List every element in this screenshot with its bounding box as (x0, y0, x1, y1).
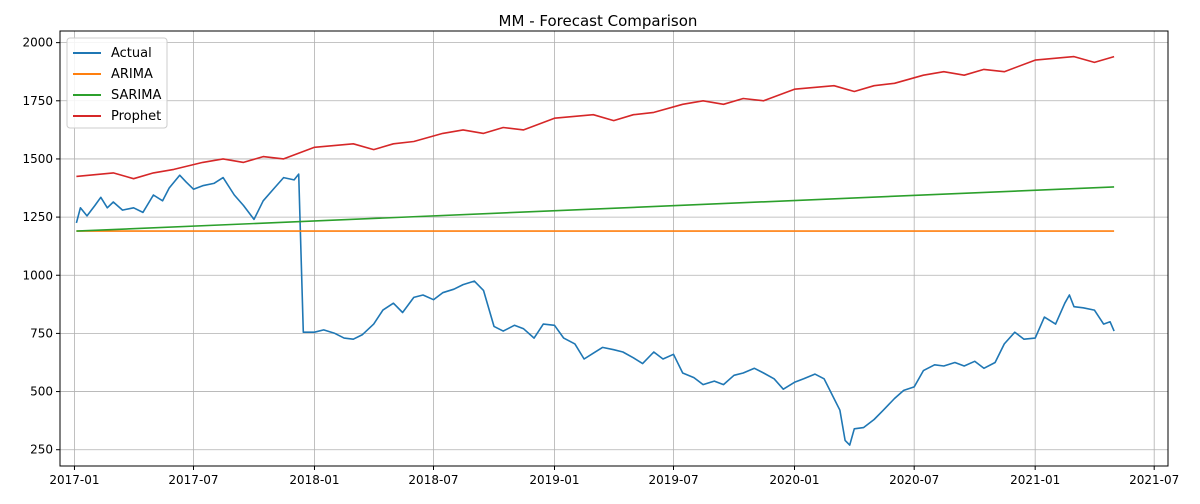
legend-label-sarima: SARIMA (111, 88, 161, 103)
y-tick-label: 1250 (22, 210, 53, 224)
y-tick-label: 1750 (22, 94, 53, 108)
y-tick-label: 1500 (22, 152, 53, 166)
series-layer (75, 55, 1115, 446)
y-tick-label: 750 (30, 326, 53, 340)
plot-frame (59, 30, 1169, 467)
y-tick-label: 500 (30, 385, 53, 399)
y-tick-label: 2000 (22, 36, 53, 50)
series-line-prophet (76, 55, 1115, 180)
series-line-actual (75, 173, 1115, 446)
x-tick-label: 2017-07 (168, 473, 218, 487)
x-tick-label: 2021-01 (1010, 473, 1060, 487)
y-tick-label: 1000 (22, 268, 53, 282)
legend-label-actual: Actual (111, 46, 152, 61)
x-tick-label: 2020-01 (769, 473, 819, 487)
legend-label-arima: ARIMA (111, 67, 153, 82)
x-tick-label: 2018-07 (408, 473, 458, 487)
chart-title: MM - Forecast Comparison (499, 12, 698, 30)
grid-layer (60, 31, 1168, 466)
x-tick-label: 2018-01 (289, 473, 339, 487)
series-line-sarima (76, 186, 1115, 232)
legend-box (66, 37, 168, 129)
x-tick-label: 2017-01 (49, 473, 99, 487)
x-tick-label: 2019-01 (529, 473, 579, 487)
y-tick-label: 250 (30, 443, 53, 457)
legend: Actual ARIMA SARIMA Prophet (66, 37, 168, 129)
x-tick-label: 2019-07 (648, 473, 698, 487)
x-tick-label: 2021-07 (1129, 473, 1179, 487)
tick-layer: 2017-01 2017-07 2018-01 2018-07 2019-01 2019-… (22, 36, 1179, 487)
legend-label-prophet: Prophet (111, 109, 161, 124)
x-tick-label: 2020-07 (889, 473, 939, 487)
